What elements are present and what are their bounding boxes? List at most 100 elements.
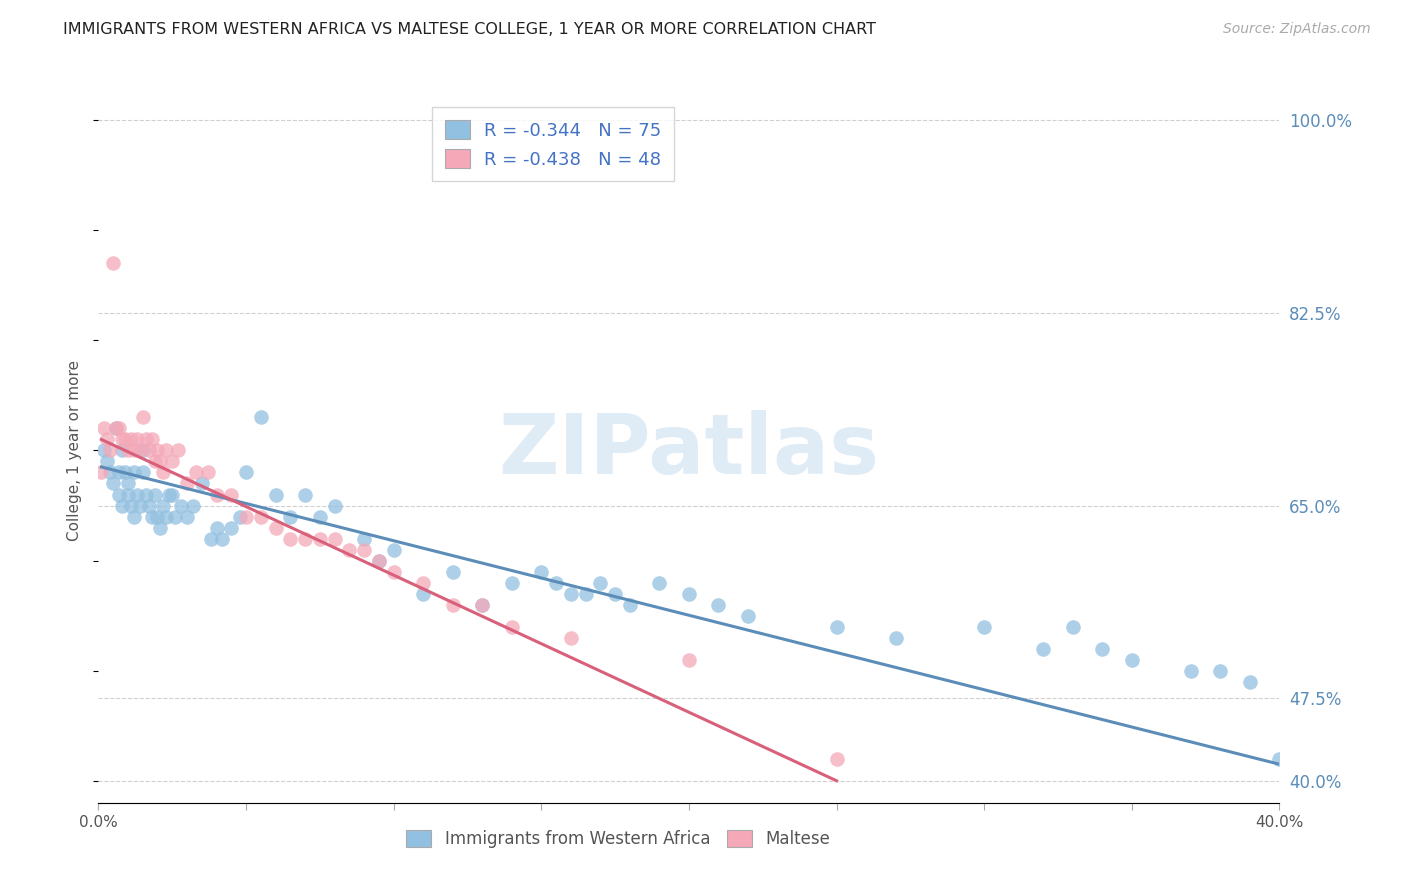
- Point: [108, 466, 131, 480]
- Point: [605, 586, 627, 600]
- Point: [1209, 664, 1232, 678]
- Point: [560, 586, 582, 600]
- Point: [221, 487, 243, 501]
- Point: [146, 443, 169, 458]
- Point: [1180, 664, 1202, 678]
- Point: [132, 410, 155, 425]
- Point: [229, 509, 252, 524]
- Point: [125, 487, 148, 501]
- Point: [176, 476, 198, 491]
- Point: [221, 520, 243, 534]
- Point: [128, 499, 150, 513]
- Point: [152, 499, 174, 513]
- Point: [294, 532, 316, 546]
- Point: [125, 433, 148, 447]
- Point: [120, 433, 142, 447]
- Point: [135, 487, 157, 501]
- Point: [197, 466, 219, 480]
- Point: [132, 443, 155, 458]
- Point: [96, 433, 118, 447]
- Point: [560, 631, 582, 645]
- Point: [105, 421, 128, 435]
- Point: [501, 620, 523, 634]
- Point: [678, 586, 700, 600]
- Point: [98, 443, 121, 458]
- Point: [122, 443, 145, 458]
- Point: [1091, 641, 1114, 656]
- Point: [117, 443, 139, 458]
- Point: [294, 487, 316, 501]
- Point: [825, 620, 848, 634]
- Point: [211, 532, 233, 546]
- Point: [162, 454, 183, 468]
- Point: [353, 542, 375, 557]
- Point: [93, 443, 115, 458]
- Text: Source: ZipAtlas.com: Source: ZipAtlas.com: [1223, 22, 1371, 37]
- Point: [111, 443, 134, 458]
- Point: [176, 509, 198, 524]
- Point: [138, 499, 160, 513]
- Point: [184, 466, 207, 480]
- Point: [162, 487, 183, 501]
- Point: [309, 509, 332, 524]
- Point: [138, 443, 160, 458]
- Point: [1121, 653, 1143, 667]
- Point: [1239, 674, 1261, 689]
- Point: [128, 443, 150, 458]
- Point: [122, 466, 145, 480]
- Point: [122, 509, 145, 524]
- Point: [114, 433, 136, 447]
- Point: [93, 421, 115, 435]
- Point: [339, 542, 361, 557]
- Point: [111, 499, 134, 513]
- Point: [250, 509, 273, 524]
- Point: [105, 421, 128, 435]
- Point: [471, 598, 494, 612]
- Point: [235, 509, 257, 524]
- Point: [353, 532, 375, 546]
- Point: [111, 433, 134, 447]
- Point: [575, 586, 598, 600]
- Point: [155, 443, 177, 458]
- Point: [309, 532, 332, 546]
- Legend: Immigrants from Western Africa, Maltese: Immigrants from Western Africa, Maltese: [396, 820, 839, 858]
- Point: [441, 598, 464, 612]
- Point: [165, 509, 187, 524]
- Point: [382, 542, 405, 557]
- Point: [114, 466, 136, 480]
- Point: [149, 454, 172, 468]
- Point: [103, 256, 125, 270]
- Point: [546, 575, 568, 590]
- Point: [157, 487, 180, 501]
- Point: [98, 466, 121, 480]
- Point: [280, 532, 302, 546]
- Point: [181, 499, 204, 513]
- Point: [117, 487, 139, 501]
- Point: [382, 565, 405, 579]
- Point: [589, 575, 612, 590]
- Point: [323, 499, 346, 513]
- Point: [117, 476, 139, 491]
- Point: [368, 553, 391, 567]
- Text: ZIPatlas: ZIPatlas: [499, 410, 879, 491]
- Point: [205, 520, 228, 534]
- Point: [120, 499, 142, 513]
- Point: [471, 598, 494, 612]
- Point: [884, 631, 907, 645]
- Point: [1032, 641, 1054, 656]
- Point: [149, 520, 172, 534]
- Point: [108, 487, 131, 501]
- Point: [737, 608, 759, 623]
- Point: [103, 476, 125, 491]
- Point: [167, 443, 190, 458]
- Point: [235, 466, 257, 480]
- Point: [678, 653, 700, 667]
- Point: [707, 598, 730, 612]
- Point: [368, 553, 391, 567]
- Point: [141, 509, 163, 524]
- Y-axis label: College, 1 year or more: College, 1 year or more: [67, 360, 83, 541]
- Point: [143, 454, 166, 468]
- Point: [141, 433, 163, 447]
- Point: [205, 487, 228, 501]
- Point: [501, 575, 523, 590]
